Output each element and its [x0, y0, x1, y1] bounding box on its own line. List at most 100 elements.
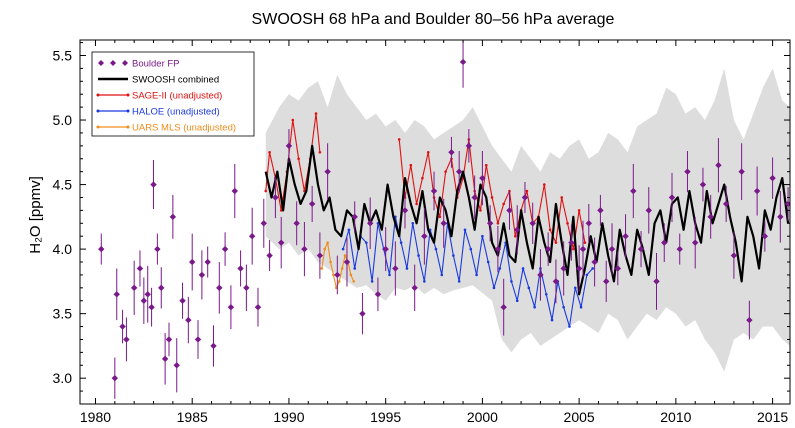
- data-point: [272, 194, 279, 201]
- data-point: [699, 181, 707, 188]
- chart-title: SWOOSH 68 hPa and Boulder 80–56 hPa aver…: [252, 11, 615, 28]
- legend-label: Boulder FP: [132, 59, 180, 70]
- data-point: [198, 271, 206, 279]
- data-point: [514, 226, 521, 233]
- data-point: [189, 258, 196, 266]
- data-point: [684, 168, 691, 175]
- data-point: [761, 232, 769, 240]
- data-point: [243, 284, 250, 292]
- data-point: [397, 138, 401, 141]
- data-point: [248, 232, 256, 240]
- data-point: [173, 362, 180, 369]
- data-point: [204, 258, 211, 266]
- data-point: [579, 245, 587, 253]
- data-point: [513, 234, 517, 238]
- data-point: [591, 267, 594, 270]
- data-point: [465, 142, 473, 150]
- data-point: [746, 316, 753, 324]
- data-point: [496, 221, 500, 225]
- data-point: [352, 280, 356, 283]
- y-tick-label: 5.5: [53, 47, 73, 63]
- data-point: [543, 183, 546, 186]
- x-tick-label: 2005: [564, 409, 595, 425]
- data-point: [341, 247, 345, 251]
- data-point: [323, 247, 327, 251]
- data-point: [769, 174, 776, 182]
- y-tick-label: 3.5: [53, 306, 73, 322]
- data-point: [165, 336, 173, 343]
- uncertainty-envelope: [265, 68, 790, 372]
- data-point: [318, 150, 322, 154]
- data-point: [707, 213, 714, 221]
- data-point: [150, 181, 157, 188]
- data-point: [455, 168, 463, 175]
- x-tick-label: 1985: [177, 409, 208, 425]
- data-point: [492, 286, 496, 290]
- data-point: [158, 284, 165, 292]
- data-point: [231, 187, 238, 195]
- data-point: [415, 202, 418, 206]
- data-point: [169, 213, 177, 221]
- legend: Boulder FP SWOOSH combined SAGE-II (unadju…: [91, 51, 255, 137]
- data-point: [676, 245, 683, 253]
- data-point: [421, 176, 424, 180]
- data-point: [392, 265, 399, 272]
- y-tick-label: 4.0: [53, 241, 73, 257]
- data-point: [738, 168, 745, 175]
- legend-item: UARS MLS (unadjusted): [96, 123, 236, 134]
- data-point: [525, 189, 529, 193]
- data-point: [148, 303, 155, 311]
- data-point: [136, 265, 144, 272]
- data-point: [730, 252, 738, 259]
- data-point: [320, 267, 324, 270]
- data-point: [479, 174, 486, 182]
- data-point: [715, 162, 722, 169]
- data-point: [510, 280, 513, 283]
- data-point: [784, 200, 790, 208]
- data-point: [614, 265, 622, 272]
- data-point: [502, 202, 505, 206]
- data-point: [777, 213, 784, 221]
- x-tick-label: 2010: [660, 409, 691, 425]
- data-point: [316, 252, 324, 259]
- data-point: [388, 273, 391, 277]
- data-point: [399, 241, 403, 244]
- data-point: [440, 220, 447, 227]
- data-point: [111, 374, 119, 382]
- data-point: [291, 118, 295, 122]
- data-point: [544, 292, 548, 296]
- data-point: [568, 239, 575, 246]
- series-haloe-unadjusted: [341, 215, 594, 328]
- data-point: [469, 247, 473, 251]
- data-point: [490, 196, 494, 199]
- legend-item: HALOE (unadjusted): [96, 107, 220, 118]
- data-point: [585, 220, 593, 227]
- data-point: [548, 228, 552, 232]
- legend-marker: [96, 93, 100, 97]
- data-point: [479, 209, 482, 212]
- data-point: [293, 220, 300, 227]
- data-point: [597, 207, 604, 214]
- data-point: [463, 228, 467, 232]
- data-point: [349, 273, 353, 277]
- data-point: [260, 220, 267, 227]
- data-point: [459, 58, 467, 66]
- data-point: [692, 239, 699, 246]
- data-point: [560, 196, 564, 199]
- series-line: [342, 216, 594, 328]
- data-point: [351, 213, 358, 221]
- data-point: [297, 157, 300, 161]
- data-point: [668, 194, 676, 201]
- axes: 1980 1985 1990 1995 2000 2005 2010 2015 3.0 3.5 4.…: [53, 39, 791, 425]
- series-boulder-fp: [98, 40, 790, 399]
- data-point: [401, 207, 409, 214]
- x-tick-label: 1980: [80, 409, 111, 425]
- data-point: [119, 323, 126, 330]
- data-point: [210, 342, 217, 350]
- y-axis-label: H₂O [ppmv]: [27, 176, 44, 254]
- data-point: [653, 278, 660, 285]
- legend-item: SWOOSH combined: [98, 75, 219, 86]
- data-point: [277, 239, 285, 246]
- data-point: [434, 247, 438, 251]
- data-point: [575, 265, 583, 272]
